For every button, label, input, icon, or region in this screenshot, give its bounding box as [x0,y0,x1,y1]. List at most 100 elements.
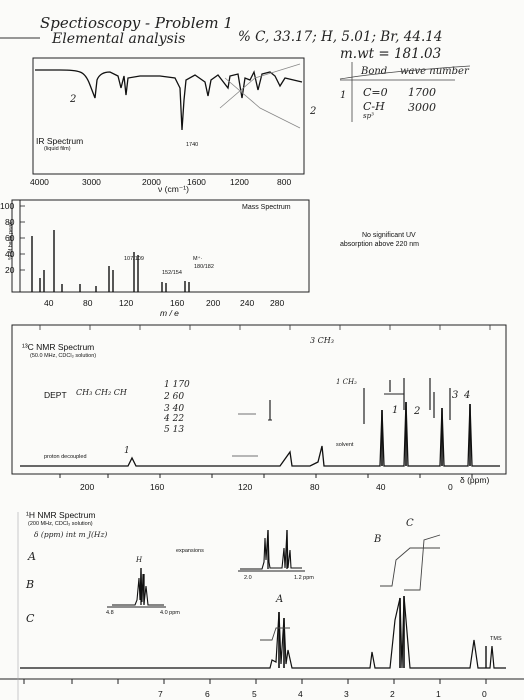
c13-xtick-160: 160 [150,482,165,492]
uv-line-1: No significant UV [362,232,416,239]
row2-wave: 3000 [408,101,436,114]
mass-xtick-160: 160 [170,298,185,308]
molecular-weight: m.wt = 181.03 [340,46,442,62]
h1-tms-label: TMS [490,636,502,642]
c13-list-3: 3 40 [164,404,185,414]
c13-solvent: solvent [336,442,354,448]
h1-exp2-right: 1.2 ppm [294,575,314,581]
c13-1ch2-note: 1 CH₂ [336,378,357,386]
h1-xtick-4: 4 [298,689,303,699]
c13-panel [11,324,507,478]
ir-subtitle: (liquid film) [44,146,71,152]
ir-tick-1600: 1600 [187,177,206,187]
mass-ytick-60: 60 [5,233,15,243]
h1-xtick-7: 7 [158,689,163,699]
h1-shift-note: δ (ppm) int m J(Hz) [34,530,108,539]
c13-list-2: 2 60 [164,392,185,402]
h1-peak-c: C [406,518,414,529]
mass-panel [11,199,310,293]
mass-ytick-20: 20 [5,265,15,275]
mass-xtick-280: 280 [270,298,285,308]
c13-xtick-120: 120 [238,482,253,492]
row2-bond: C-H [363,100,385,113]
c13-list-4: 4 22 [164,414,185,424]
c13-peak-label-1: 1 [392,405,399,416]
wave-number-header: wave number [400,66,469,77]
c13-title: ¹³C NMR Spectrum [22,342,95,352]
c13-xtick-40: 40 [376,482,386,492]
ir-tick-3000: 3000 [82,177,101,187]
c13-peak-label-3: 3 [452,390,459,401]
h1-peak-b: B [374,534,382,545]
problem-title: Spectioscopy - Problem 1 [40,14,233,32]
mass-ann-152: 152/154 [162,270,182,276]
h1-xtick-3: 3 [344,689,349,699]
h1-exp1-left: 4.8 [106,610,114,616]
mass-ann-107: 107/109 [124,256,144,262]
ir-tick-2000: 2000 [142,177,161,187]
ir-axis-label: ν (cm⁻¹) [158,184,189,194]
c13-prot-1: 1 [124,446,130,456]
h1-xtick-6: 6 [205,689,210,699]
mass-ann-m: M⁺· [193,256,203,262]
mass-axis-label: m / e [160,308,179,318]
c13-peak-label-2: 2 [414,406,421,417]
ir-peak-1740: 1740 [186,142,199,148]
c13-list-1: 1 170 [164,380,190,390]
h1-panel [0,512,524,700]
mass-xtick-200: 200 [206,298,221,308]
h1-xtick-2: 2 [390,689,395,699]
c13-xtick-80: 80 [310,482,320,492]
mass-ytick-100: 100 [0,201,15,211]
h1-title: ¹H NMR Spectrum [26,510,96,520]
row2-bond-subscript: sp³ [363,112,374,120]
h1-multiplet-label: H [136,556,143,564]
mass-ytick-40: 40 [5,249,15,259]
ir-handwritten-mark: 2 [70,94,77,105]
mass-ann-180: 180/182 [194,264,214,270]
h1-subtitle: (200 MHz, CDCl₃ solution) [28,521,93,527]
h1-label-c: C [26,612,35,625]
h1-peak-a: A [276,594,284,605]
h1-exp2-left: 2.0 [244,575,252,581]
row2-number: 2 [310,106,317,117]
row1-number: 1 [340,90,347,101]
mass-xtick-80: 80 [83,298,93,308]
c13-xtick-200: 200 [80,482,95,492]
ir-trace [35,69,303,131]
ir-tick-4000: 4000 [30,177,49,187]
ir-title: IR Spectrum [36,136,84,146]
c13-peak-label-4: 4 [464,390,471,401]
c13-unit: δ (ppm) [460,475,490,485]
ir-panel [32,57,305,175]
h1-label-a: A [28,550,36,563]
h1-xtick-5: 5 [252,689,257,699]
elemental-analysis-values: % C, 33.17; H, 5.01; Br, 44.14 [238,29,443,45]
c13-xtick-0: 0 [448,482,453,492]
mass-ytick-80: 80 [5,217,15,227]
h1-xtick-1: 1 [436,689,441,699]
h1-label-b: B [26,578,35,591]
c13-3ch3-note: 3 CH₃ [310,336,334,345]
dept-handwritten-note: CH₃ CH₂ CH [76,388,127,397]
mass-xtick-40: 40 [44,298,54,308]
c13-list-5: 5 13 [164,425,185,435]
mass-xtick-120: 120 [119,298,134,308]
row1-bond: C=0 [363,86,388,99]
row1-wave: 1700 [408,86,436,99]
c13-baseline [20,401,500,467]
bond-header: Bond [361,66,388,77]
c13-dept-label: DEPT [44,390,67,400]
h1-expansions: expansions [176,548,204,554]
mass-xtick-240: 240 [240,298,255,308]
h1-xtick-0: 0 [482,689,487,699]
h1-exp1-right: 4.0 ppm [160,610,180,616]
c13-proton-decoupled: proton decoupled [44,454,87,460]
uv-line-2: absorption above 220 nm [340,241,419,248]
h1-baseline [20,595,506,669]
mass-title: Mass Spectrum [242,204,291,211]
c13-subtitle: (50.0 MHz, CDCl₃ solution) [30,353,97,359]
ir-tick-1200: 1200 [230,177,249,187]
elemental-analysis-label: Elemental analysis [52,31,186,47]
